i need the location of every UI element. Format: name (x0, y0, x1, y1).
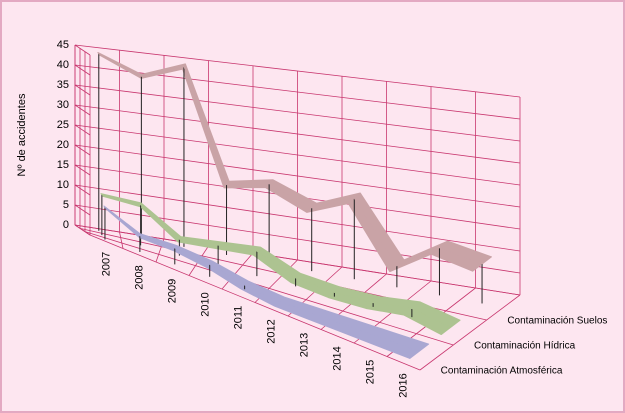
x-tick-label: 2011 (232, 306, 244, 330)
y-tick-label: 5 (63, 199, 69, 211)
x-tick-label: 2010 (199, 292, 211, 316)
x-tick-label: 2013 (298, 333, 310, 357)
y-tick-label: 30 (57, 99, 69, 111)
grid-line (84, 231, 454, 346)
grid-line (74, 204, 521, 274)
ribbon (97, 52, 492, 273)
grid-line (74, 224, 521, 296)
y-tick-label: 20 (57, 139, 69, 151)
series-line (104, 206, 420, 352)
x-tick-label: 2012 (265, 319, 277, 343)
x-tick-label: 2008 (133, 265, 145, 289)
grid-line (221, 252, 254, 290)
grid-line (119, 231, 124, 249)
x-tick-label: 2007 (100, 252, 112, 276)
legend-label: Contaminación Suelos (507, 316, 607, 327)
grid-line (74, 84, 521, 142)
x-tick-label: 2009 (166, 279, 178, 303)
grid-line (74, 144, 521, 208)
legend-label: Contaminación Hídrica (474, 341, 576, 352)
y-axis-label: Nº de accidentes (16, 93, 28, 176)
y-tick-label: 25 (57, 119, 69, 131)
series-line (101, 194, 451, 328)
grid-line (74, 164, 521, 230)
grid-line (74, 64, 521, 120)
x-tick-label: 2015 (364, 360, 376, 384)
x-tick-label: 2016 (397, 373, 409, 397)
y-tick-label: 10 (57, 179, 69, 191)
y-tick-label: 35 (57, 79, 69, 91)
grid-line (419, 294, 521, 371)
series-line (98, 53, 483, 267)
y-tick-label: 40 (57, 59, 69, 71)
y-tick-label: 0 (63, 219, 69, 231)
x-tick-label: 2014 (331, 346, 343, 370)
y-tick-label: 15 (57, 159, 69, 171)
y-tick-label: 45 (57, 39, 69, 51)
legend-label: Contaminación Atmosférica (441, 366, 563, 377)
ribbon (103, 205, 430, 359)
ribbon (100, 193, 461, 336)
grid-line (74, 104, 521, 164)
grid-line (74, 44, 521, 98)
grid-line (74, 124, 521, 186)
grid-line (89, 234, 421, 371)
